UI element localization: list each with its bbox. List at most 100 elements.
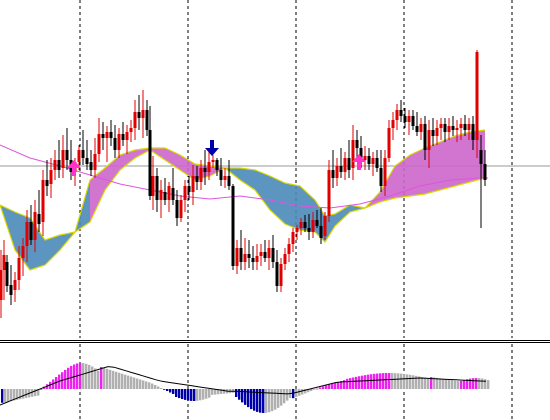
candle-body (387, 128, 391, 158)
candle (0, 250, 3, 318)
candle-body (423, 124, 427, 150)
candle-body (379, 168, 383, 186)
candle (275, 250, 279, 292)
histogram-bar (169, 389, 172, 393)
candle (391, 112, 395, 140)
candle (311, 212, 315, 238)
histogram-bar (478, 378, 481, 389)
candle (129, 120, 133, 142)
up-arrow-icon (67, 160, 81, 176)
histogram-bar (31, 389, 34, 397)
up-arrow-icon (352, 154, 366, 170)
candle (295, 225, 299, 240)
candle-body (133, 112, 137, 128)
cloud-edge-lower (0, 147, 486, 271)
candle (403, 108, 407, 128)
candle (97, 118, 101, 162)
candle-body (479, 150, 483, 164)
candle-body (455, 128, 459, 130)
histogram-bar (88, 364, 91, 389)
histogram-bar (124, 374, 127, 389)
candle-body (85, 158, 89, 164)
candle-body (419, 124, 423, 132)
histogram-bar (451, 380, 454, 389)
candle (307, 214, 311, 240)
candle-body (77, 150, 81, 162)
histogram-bar (355, 376, 358, 389)
candle-body (13, 280, 17, 290)
histogram-bar (373, 373, 376, 389)
candle (17, 246, 21, 290)
candle (395, 104, 399, 130)
candle-body (243, 254, 247, 262)
histogram-bar (217, 389, 220, 395)
histogram-bar (328, 384, 331, 389)
candle (431, 118, 435, 146)
candle (25, 210, 29, 262)
candle (151, 156, 155, 210)
candle-body (235, 248, 239, 266)
histogram-bar (280, 389, 283, 406)
candle (199, 160, 203, 190)
histogram-bar (358, 376, 361, 389)
candle (243, 238, 247, 270)
histogram-bar (343, 380, 346, 389)
histogram-bar (181, 389, 184, 400)
oscillator-chart[interactable] (0, 344, 550, 420)
buy-signal-up-arrow-icon (352, 154, 366, 170)
candle (315, 210, 319, 228)
histogram-bar (391, 373, 394, 389)
candle-body (255, 256, 259, 262)
histogram-bar (82, 363, 85, 389)
histogram-bar (274, 389, 277, 410)
histogram-bar (400, 373, 403, 389)
candle-body (375, 158, 379, 168)
histogram-bar (193, 389, 196, 401)
candle (171, 168, 175, 205)
histogram-bar (301, 389, 304, 395)
cloud-segment-bullish (365, 130, 485, 208)
candle-body (17, 258, 21, 280)
histogram-bar (265, 389, 268, 413)
histogram-bar (175, 389, 178, 397)
candle (483, 150, 487, 186)
histogram-bar (310, 389, 313, 391)
candle-body (355, 140, 359, 148)
candle (287, 238, 291, 262)
candle-body (303, 222, 307, 228)
candle-body (399, 110, 403, 116)
histogram-bar (157, 386, 160, 389)
histogram-bar (298, 389, 301, 396)
histogram-bar (154, 385, 157, 389)
candle-body (155, 176, 159, 200)
histogram-bar (433, 377, 436, 389)
histogram-bar (130, 376, 133, 389)
candle (255, 244, 259, 270)
candle-body (159, 190, 163, 200)
candle (259, 244, 263, 266)
candle (347, 140, 351, 178)
sell-signal-down-arrow-icon (205, 140, 219, 156)
histogram-bar (403, 373, 406, 389)
candle-body (459, 124, 463, 128)
candle-body (45, 180, 49, 186)
candle-body (163, 192, 167, 200)
histogram-bar (160, 388, 163, 389)
price-chart[interactable] (0, 0, 550, 338)
candle-body (363, 156, 367, 160)
candle-body (9, 285, 13, 295)
candle-body (451, 126, 455, 130)
candle-body (187, 186, 191, 192)
candle-body (463, 124, 467, 130)
candle (383, 150, 387, 196)
candle-body (61, 150, 65, 168)
candle-body (29, 222, 33, 240)
candle-body (343, 158, 347, 172)
candle (89, 150, 93, 176)
candle (137, 95, 141, 130)
candle (467, 118, 471, 140)
histogram-bar (319, 387, 322, 389)
candle-body (251, 258, 255, 262)
candle-body (475, 52, 479, 140)
